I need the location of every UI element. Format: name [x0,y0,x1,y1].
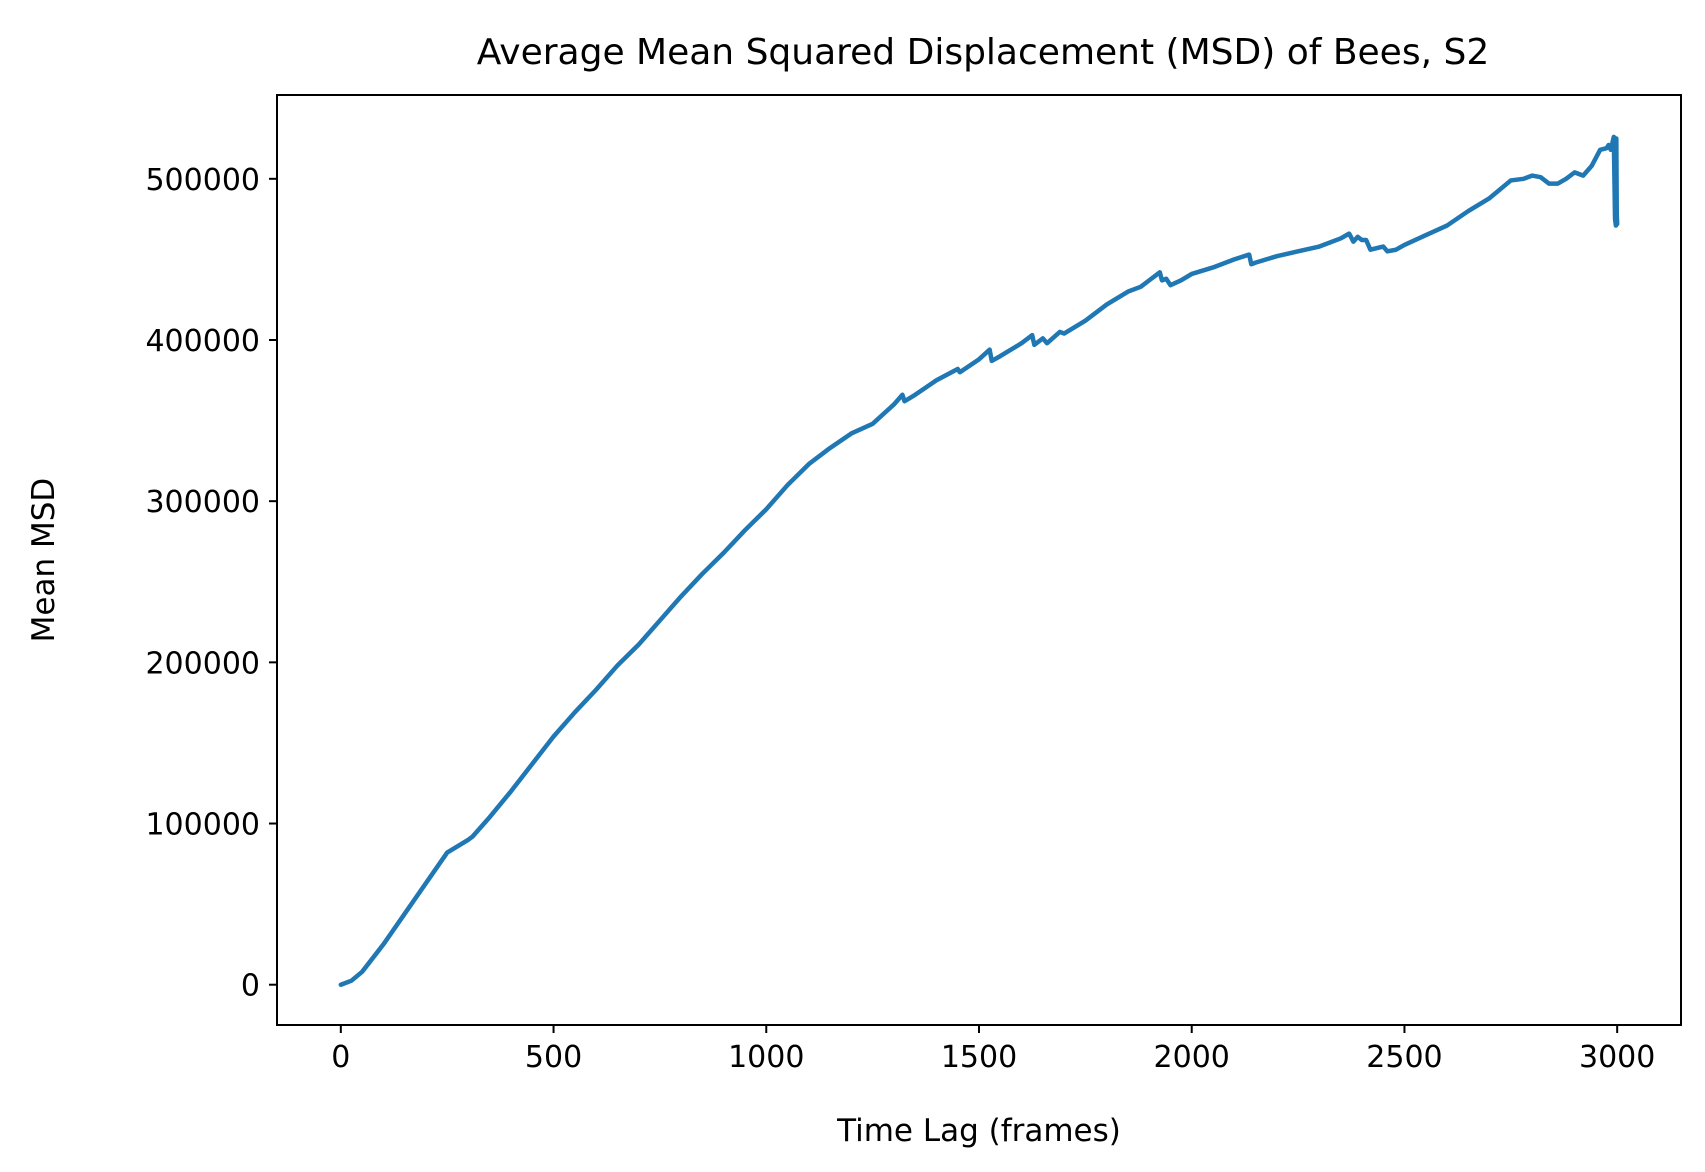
y-axis: 0 100000 200000 300000 400000 500000 [145,163,277,1004]
x-tick-label: 1500 [941,1040,1017,1075]
y-tick-label: 200000 [145,646,260,681]
y-tick-label: 400000 [145,324,260,359]
y-tick-label: 100000 [145,808,260,843]
x-tick-label: 3000 [1579,1040,1655,1075]
x-tick-label: 2000 [1154,1040,1230,1075]
y-axis-label: Mean MSD [26,478,62,643]
chart-title: Average Mean Squared Displacement (MSD) … [477,32,1489,73]
x-tick-label: 2500 [1366,1040,1442,1075]
x-tick-label: 500 [525,1040,582,1075]
y-tick-label: 300000 [145,485,260,520]
x-tick-label: 0 [331,1040,350,1075]
x-tick-label: 1000 [728,1040,804,1075]
x-axis-label: Time Lag (frames) [836,1113,1121,1149]
series-line-msd [338,134,1620,987]
y-tick-label: 500000 [145,163,260,198]
y-tick-label: 0 [241,969,260,1004]
x-axis: 0 500 1000 1500 2000 2500 3000 [331,1025,1655,1075]
series-layer [338,134,1620,987]
